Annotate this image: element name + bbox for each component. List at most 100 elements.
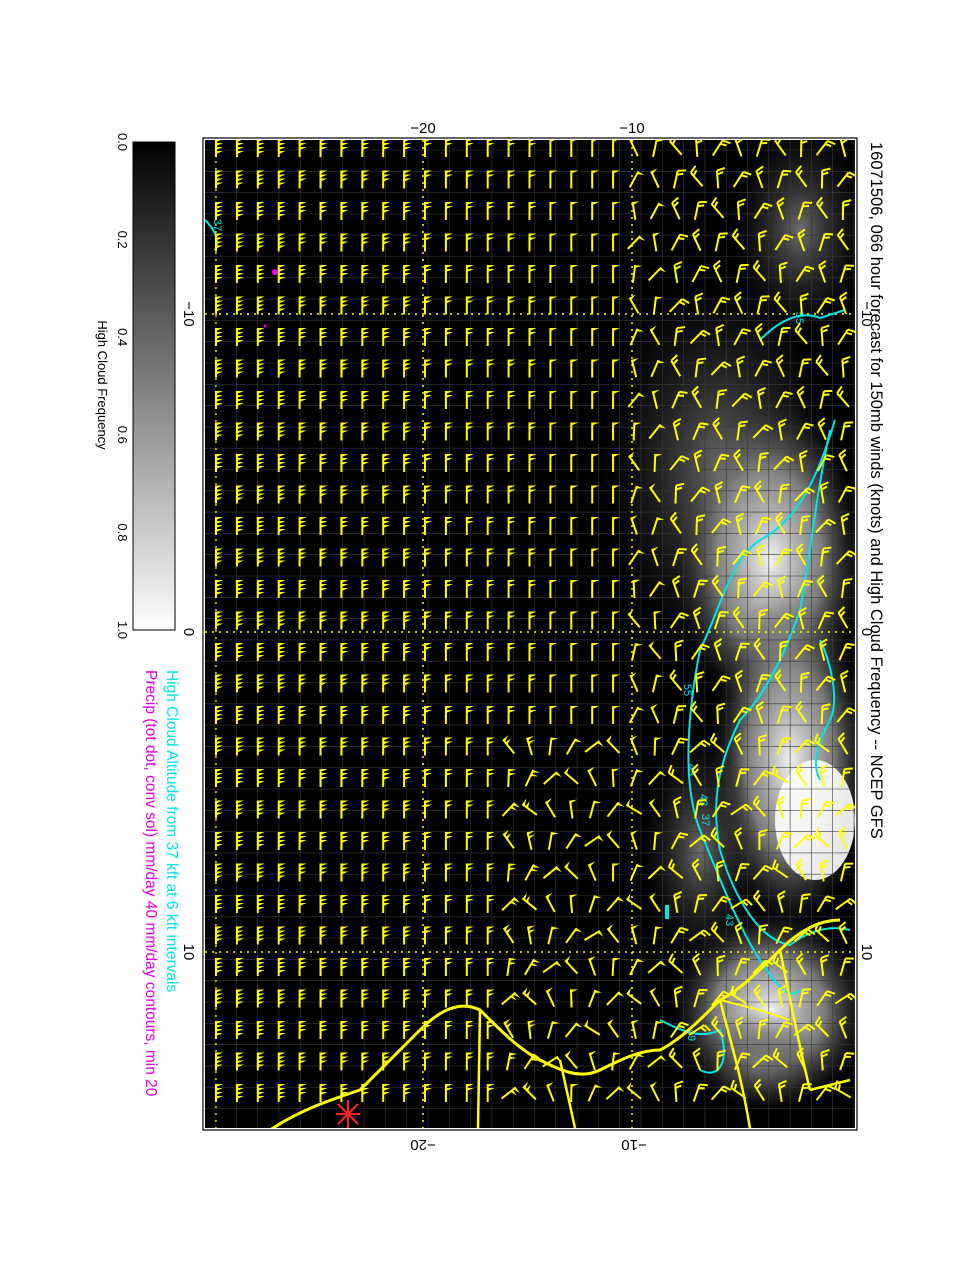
wind-barb (382, 202, 391, 220)
wind-barb (712, 259, 723, 283)
wind-barb (754, 359, 772, 377)
wind-barb (235, 769, 244, 787)
wind-barb (444, 265, 453, 283)
wind-barb (652, 140, 664, 158)
wind-barb (564, 955, 579, 975)
wind-barb (235, 170, 244, 189)
wind-barb (424, 517, 432, 535)
wind-barb (507, 580, 516, 598)
wind-barb (736, 355, 746, 378)
wind-barb (607, 1018, 620, 1038)
wind-barb (215, 832, 223, 850)
wind-barb (507, 391, 516, 409)
wind-barb (235, 233, 244, 252)
wind-barb (256, 296, 265, 315)
wind-barb (546, 1021, 560, 1039)
wind-barb (340, 454, 349, 472)
wind-barb (542, 960, 562, 974)
wind-barb (403, 233, 412, 252)
wind-barb (361, 706, 370, 724)
wind-barb (486, 517, 495, 535)
wind-barb (837, 606, 849, 629)
wind-barb (382, 233, 391, 252)
tick-right: −10 (858, 301, 875, 326)
wind-barb (361, 265, 370, 283)
wind-barb (711, 518, 732, 534)
wind-barb (298, 580, 307, 598)
wind-barb (757, 923, 769, 945)
wind-barb (777, 418, 787, 441)
wind-barb (798, 358, 812, 378)
wind-barb (674, 1080, 684, 1103)
wind-barb (486, 926, 495, 945)
wind-barb (403, 548, 412, 567)
wind-barb (756, 544, 765, 567)
wind-barb (671, 390, 688, 409)
wind-barb (215, 958, 223, 976)
border-2 (558, 1059, 577, 1128)
tick-top: −10 (619, 120, 644, 137)
wind-barb (835, 897, 855, 911)
wind-barb (542, 1055, 562, 1068)
wind-barb (693, 200, 707, 221)
wind-barb (549, 485, 558, 504)
wind-barb (215, 643, 223, 661)
wind-barb (215, 1084, 223, 1102)
wind-barb (841, 199, 852, 221)
wind-barb (382, 643, 391, 661)
wind-barb (819, 389, 833, 410)
wind-barb (836, 228, 850, 251)
wind-barb (444, 1052, 453, 1071)
wind-barb (734, 826, 743, 850)
wind-barb (795, 700, 808, 723)
wind-barb (795, 763, 808, 786)
wind-barb (752, 795, 767, 817)
wind-barb (732, 606, 745, 629)
wind-barb (444, 643, 453, 661)
wind-barb (382, 296, 391, 315)
wind-barb (835, 803, 855, 816)
wind-barb (361, 832, 370, 850)
wind-barb (647, 960, 667, 974)
axis-left: −10 0 10 (180, 301, 197, 960)
wind-barb (796, 579, 814, 598)
wind-barb (444, 926, 453, 945)
wind-barb (816, 454, 835, 472)
wind-barb (277, 485, 286, 504)
wind-barb (528, 296, 537, 315)
wind-barb (731, 228, 746, 250)
precip-dot (272, 269, 278, 275)
wind-barb (319, 643, 328, 661)
wind-barb (444, 958, 453, 976)
wind-barb (838, 1015, 848, 1039)
wind-barb (549, 328, 558, 346)
wind-barb (444, 737, 453, 756)
wind-barb (606, 991, 625, 1006)
wind-barb (570, 611, 579, 630)
wind-barb (591, 706, 600, 724)
wind-barb (775, 391, 793, 409)
wind-barb (755, 140, 771, 157)
wind-barb (235, 1052, 244, 1071)
wind-barb (795, 858, 807, 881)
wind-barb (628, 451, 640, 471)
wind-barb (215, 800, 223, 819)
wind-barb (775, 926, 793, 945)
wind-barb (277, 989, 286, 1008)
wind-barb (647, 865, 667, 880)
wind-barb (674, 639, 684, 662)
wind-barb (382, 391, 391, 409)
wind-barb (256, 517, 265, 535)
wind-barb (547, 926, 560, 945)
wind-barb (424, 863, 432, 882)
wind-barb (235, 706, 244, 724)
wind-barb (736, 420, 748, 441)
wind-barb (403, 359, 412, 378)
wind-barb (711, 675, 731, 692)
wind-barb (818, 260, 827, 283)
wind-barb (465, 706, 474, 724)
contour-label: 55 (681, 684, 693, 696)
wind-barb (424, 895, 432, 913)
wind-barb (570, 296, 579, 315)
